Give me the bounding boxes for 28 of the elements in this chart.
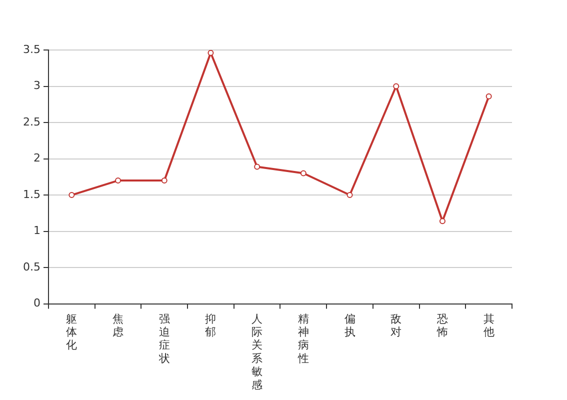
y-tick-label: 0 (33, 296, 40, 310)
point (393, 83, 400, 90)
y-tick-label: 2.5 (22, 115, 40, 128)
y-tick-label: 0.5 (22, 260, 40, 274)
x-tick-label: 焦虑 (112, 312, 124, 338)
point (254, 164, 260, 170)
x-tick-label: 躯体化 (66, 312, 78, 352)
y-tick-label: 3 (33, 79, 40, 92)
point (161, 178, 168, 184)
point (300, 170, 306, 176)
y-tick-label: 1.5 (22, 188, 40, 201)
x-tick-label: 恐怖 (436, 312, 448, 338)
x-tick-label: 偏执 (344, 312, 356, 338)
x-tick-label: 其他 (483, 312, 494, 338)
x-tick-label: 精神病性 (296, 312, 309, 365)
x-tick-label: 敌对 (390, 312, 402, 338)
y-tick-label: 3.5 (22, 42, 40, 56)
y-tick-label: 1 (33, 224, 40, 238)
point (115, 178, 122, 184)
point (68, 192, 75, 198)
point (486, 93, 492, 100)
y-tick-label: 2 (33, 152, 40, 165)
x-tick-label: 强迫症状 (158, 312, 170, 365)
point (439, 218, 446, 224)
x-tick-label: 抑郁 (205, 312, 216, 338)
point (208, 50, 214, 56)
x-tick-label: 人际关系敏感 (252, 312, 263, 392)
point (346, 192, 353, 198)
